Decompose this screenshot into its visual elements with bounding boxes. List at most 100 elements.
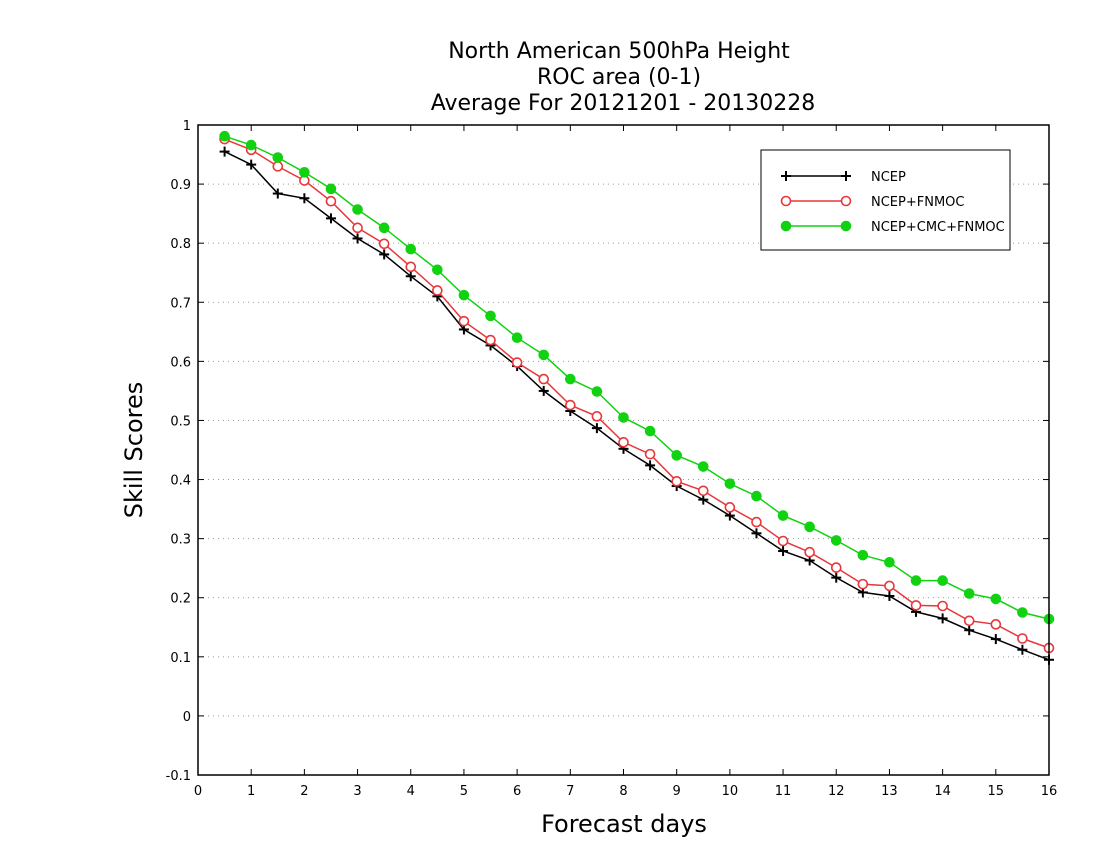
y-tick-label: 0 [183,710,191,725]
data-point [644,448,656,460]
data-point [1017,633,1028,644]
data-point [511,357,523,368]
legend-item: NCEP+FNMOC [780,195,964,210]
data-point [618,412,629,423]
data-point [963,588,975,599]
y-tick-label: 1 [183,119,191,134]
series-line [224,135,1050,620]
data-point [432,264,443,276]
data-point [830,562,842,573]
data-point [378,222,390,234]
data-point [697,485,709,497]
data-point [645,460,656,471]
y-tick-label: 0.3 [170,533,191,548]
y-tick-label: 0.9 [170,178,191,193]
data-point [804,521,815,533]
legend-marker [781,171,791,181]
data-point [272,188,283,199]
data-point [777,535,789,547]
data-point [245,139,257,151]
data-point [804,546,815,558]
data-point [618,437,629,448]
data-point [511,332,523,344]
x-tick-label: 3 [353,784,361,799]
x-tick-label: 14 [934,784,951,799]
data-point [565,373,576,385]
legend-marker [780,195,792,207]
data-point [458,289,470,301]
data-point [591,386,603,397]
legend-label: NCEP+FNMOC [871,195,964,210]
series-line [224,150,1050,661]
data-point [884,590,895,601]
y-tick-label: 0.2 [170,592,191,607]
legend-item: NCEP+CMC+FNMOC [780,220,1005,235]
data-point [831,572,842,583]
legend-marker [840,195,852,207]
y-axis-title: Skill Scores [120,382,148,519]
data-point [485,334,496,346]
data-point [352,233,363,244]
x-axis-title: Forecast days [541,810,707,838]
data-point [405,243,417,255]
x-tick-label: 9 [673,784,681,799]
data-point [724,502,736,513]
x-tick-label: 5 [460,784,468,799]
y-tick-label: 0.6 [170,355,191,370]
axis-ticks: -0.100.10.20.30.40.50.60.70.80.910 1 2 3 4 5 6… [166,119,1058,799]
x-tick-label: 0 [194,784,202,799]
data-point [910,575,922,586]
x-tick-label: 7 [566,784,574,799]
data-point [857,549,869,561]
y-tick-label: 0.8 [170,237,191,252]
series-ncep [219,146,1054,665]
data-point [990,619,1002,630]
data-point [352,204,363,215]
data-point [937,613,948,624]
x-tick-label: 2 [300,784,308,799]
data-point [830,535,842,546]
legend-box [760,149,1011,251]
y-tick-label: 0.4 [170,474,191,489]
data-point [272,161,284,172]
data-point [697,461,709,472]
data-point [219,146,230,157]
data-point [937,575,948,586]
x-tick-label: 1 [247,784,255,799]
data-point [937,600,948,612]
data-point [1017,607,1028,618]
data-point [246,159,257,170]
data-point [777,510,789,521]
data-point [538,373,550,385]
data-point [751,516,762,528]
data-point [671,450,682,461]
data-point [591,423,602,434]
data-point [299,193,310,204]
chart-title-line-2: ROC area (0-1) [537,65,701,90]
legend-marker [840,220,852,232]
chart-title: North American 500hPa Height ROC area (0… [431,39,816,116]
plot-frame [197,124,1050,776]
data-point [778,546,789,557]
legend: NCEP NCEP+FNMOC NCEP+CMC+FNMOC [760,149,1011,251]
data-point [751,490,762,502]
legend-marker [841,171,851,181]
x-tick-label: 12 [828,784,845,799]
data-point [378,238,390,250]
x-tick-label: 10 [722,784,739,799]
x-tick-label: 11 [775,784,792,799]
x-tick-label: 8 [619,784,627,799]
data-point [990,593,1002,605]
data-point [485,310,496,322]
data-point [591,411,603,422]
data-point [325,195,337,207]
data-point [698,494,709,505]
y-tick-label: 0.7 [170,296,191,311]
data-point [299,166,310,178]
data-point [724,478,736,489]
data-series [219,130,1055,665]
data-point [405,271,416,282]
series-ncep-fnmoc [219,133,1055,654]
chart-title-line-3: Average For 20121201 - 20130228 [431,91,816,116]
